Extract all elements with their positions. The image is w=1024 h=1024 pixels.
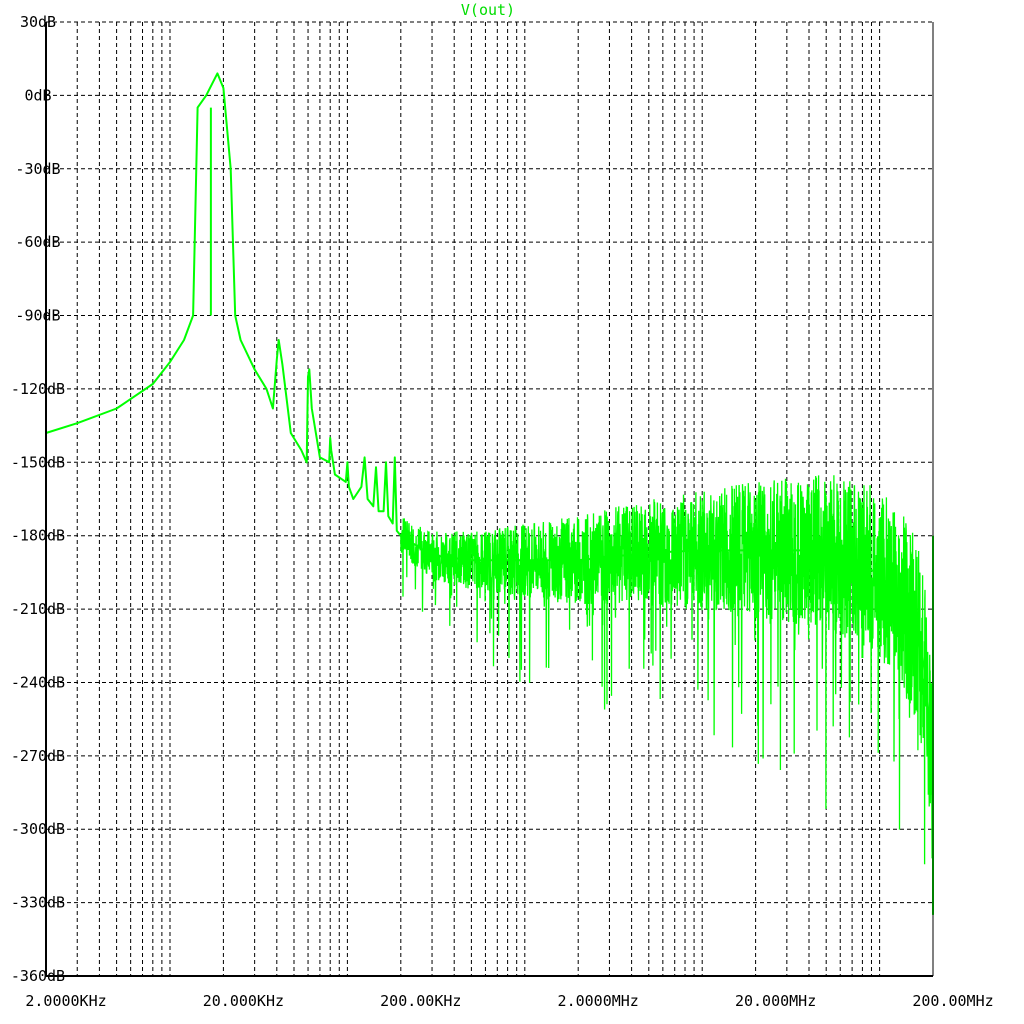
y-tick-label: -30dB bbox=[15, 160, 60, 178]
y-tick-labels: 30dB 0dB -30dB -60dB -90dB -120dB -150dB -180dB… bbox=[11, 13, 65, 985]
plot-frame bbox=[45, 22, 934, 977]
y-tick-label: -270dB bbox=[11, 747, 65, 765]
y-tick-label: -120dB bbox=[11, 380, 65, 398]
x-tick-label: 20.000KHz bbox=[203, 992, 284, 1010]
y-tick-label: -150dB bbox=[11, 453, 65, 471]
y-tick-label: -210dB bbox=[11, 600, 65, 618]
y-tick-label: -330dB bbox=[11, 894, 65, 912]
x-tick-label: 200.00MHz bbox=[912, 992, 993, 1010]
y-tick-label: -300dB bbox=[11, 820, 65, 838]
y-tick-label: -60dB bbox=[15, 233, 60, 251]
y-tick-label: -90dB bbox=[15, 307, 60, 325]
y-tick-label: 0dB bbox=[24, 86, 51, 104]
series-noise-vout bbox=[400, 475, 934, 865]
x-tick-label: 200.00KHz bbox=[380, 992, 461, 1010]
y-tick-label: -360dB bbox=[11, 967, 65, 985]
y-tick-label: 30dB bbox=[20, 13, 56, 31]
x-tick-label: 2.0000KHz bbox=[25, 992, 106, 1010]
y-tick-label: -180dB bbox=[11, 527, 65, 545]
x-tick-label: 20.000MHz bbox=[735, 992, 816, 1010]
x-tick-label: 2.0000MHz bbox=[558, 992, 639, 1010]
x-tick-labels: 2.0000KHz 20.000KHz 200.00KHz 2.0000MHz 20.0… bbox=[25, 992, 993, 1010]
chart-title: V(out) bbox=[461, 1, 515, 19]
y-tick-label: -240dB bbox=[11, 673, 65, 691]
